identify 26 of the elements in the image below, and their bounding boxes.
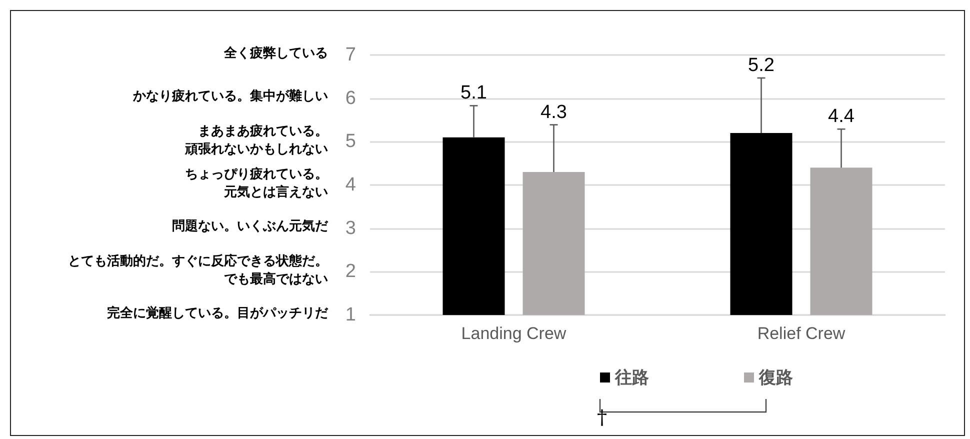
text: まあまあ疲れている。 (198, 123, 328, 139)
data-label: 4.4 (828, 106, 855, 128)
data-label: 4.3 (540, 102, 567, 123)
y-tick-label: 2 (345, 261, 356, 282)
text: 問題ない。いくぶん元気だ (172, 219, 329, 234)
text: 全く疲弊している (223, 45, 328, 61)
y-tick-label: 7 (345, 44, 356, 66)
text: † (597, 405, 607, 429)
y-tick-label: 1 (345, 304, 356, 326)
data-label: 5.2 (748, 54, 774, 76)
legend-label: 復路 (758, 368, 793, 387)
data-label: 5.1 (460, 82, 487, 104)
text: 完全に覚醒している。目がパッチリだ (107, 305, 329, 321)
text: かなり疲れている。集中が難しい (132, 88, 328, 104)
text: とても活動的だ。すぐに反応できる状態だ。 (68, 253, 328, 269)
text: 元気とは言えない (223, 184, 328, 200)
text: ちょっぴり疲れている。 (185, 166, 328, 182)
text: でも最高ではない (224, 271, 328, 287)
y-tick-label: 4 (345, 174, 356, 196)
text: 頑張れないかもしれない (184, 142, 328, 157)
x-tick-label: Relief Crew (757, 324, 846, 343)
legend-label: 往路 (614, 368, 649, 387)
x-tick-label: Landing Crew (461, 324, 567, 343)
y-tick-label: 6 (345, 88, 356, 109)
y-tick-label: 5 (345, 131, 356, 152)
y-tick-label: 3 (345, 218, 356, 239)
